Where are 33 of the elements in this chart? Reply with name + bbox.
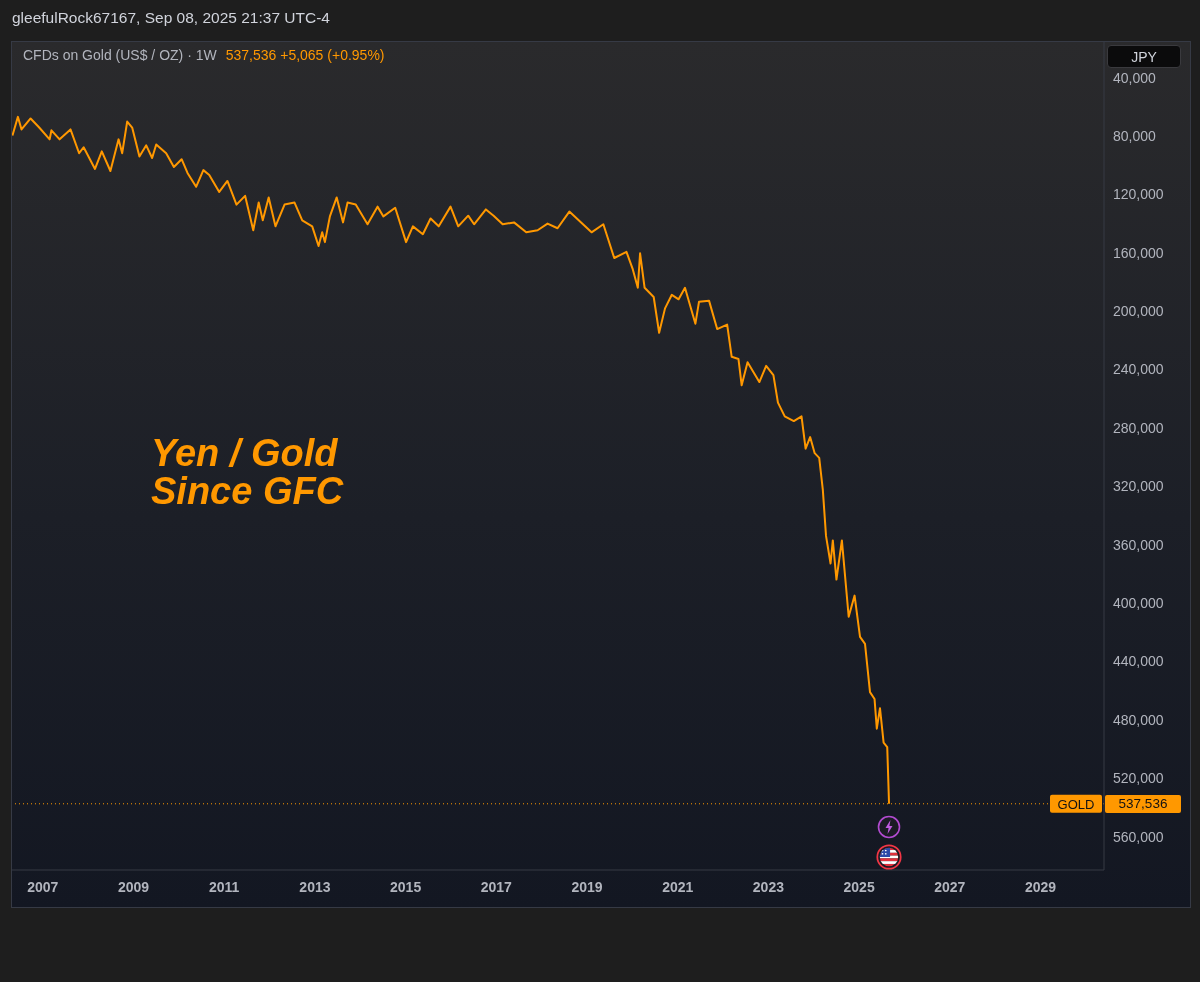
y-tick-label: 40,000 [1113, 69, 1157, 86]
y-tick-label: 200,000 [1113, 303, 1164, 320]
y-tick-label: 240,000 [1113, 361, 1164, 378]
x-tick-label: 2021 [662, 878, 694, 895]
x-tick-label: 2017 [480, 878, 513, 895]
x-tick-label: 2025 [843, 878, 875, 895]
y-tick-label: 440,000 [1113, 653, 1164, 670]
x-tick-label: 2007 [27, 878, 59, 895]
y-tick-label: 320,000 [1113, 478, 1164, 495]
y-tick-label: 80,000 [1113, 127, 1157, 144]
x-tick-label: 2029 [1024, 878, 1057, 895]
ref-line-label: GOLD [1057, 796, 1095, 812]
chart-subtitle: 537,536 +5,065 (+0.95%) [225, 47, 385, 63]
x-tick-label: 2015 [390, 878, 422, 895]
y-tick-label: 160,000 [1113, 244, 1164, 261]
x-tick-label: 2009 [117, 878, 150, 895]
y-tick-label: 280,000 [1113, 419, 1164, 436]
text: gleefulRock67167, Sep 08, 2025 21:37 UTC-4 [12, 9, 330, 27]
x-tick-label: 2011 [209, 878, 240, 895]
y-tick-label: 360,000 [1113, 536, 1164, 553]
y-tick-label: 120,000 [1113, 186, 1164, 203]
x-tick-label: 2013 [299, 878, 331, 895]
text: 537,536 [1105, 794, 1181, 813]
y-tick-label: 400,000 [1113, 595, 1164, 612]
x-tick-label: 2019 [571, 878, 603, 895]
y-tick-label: 520,000 [1113, 770, 1164, 787]
y-tick-label: 560,000 [1113, 828, 1164, 845]
x-tick-label: 2027 [934, 878, 966, 895]
text: JPY [1107, 45, 1181, 68]
y-tick-label: 480,000 [1113, 711, 1164, 728]
annotation: Yen / Gold Since GFC [151, 432, 344, 512]
x-tick-label: 2023 [752, 878, 785, 895]
chart-title: CFDs on Gold (US$ / OZ) · 1W [23, 47, 217, 63]
